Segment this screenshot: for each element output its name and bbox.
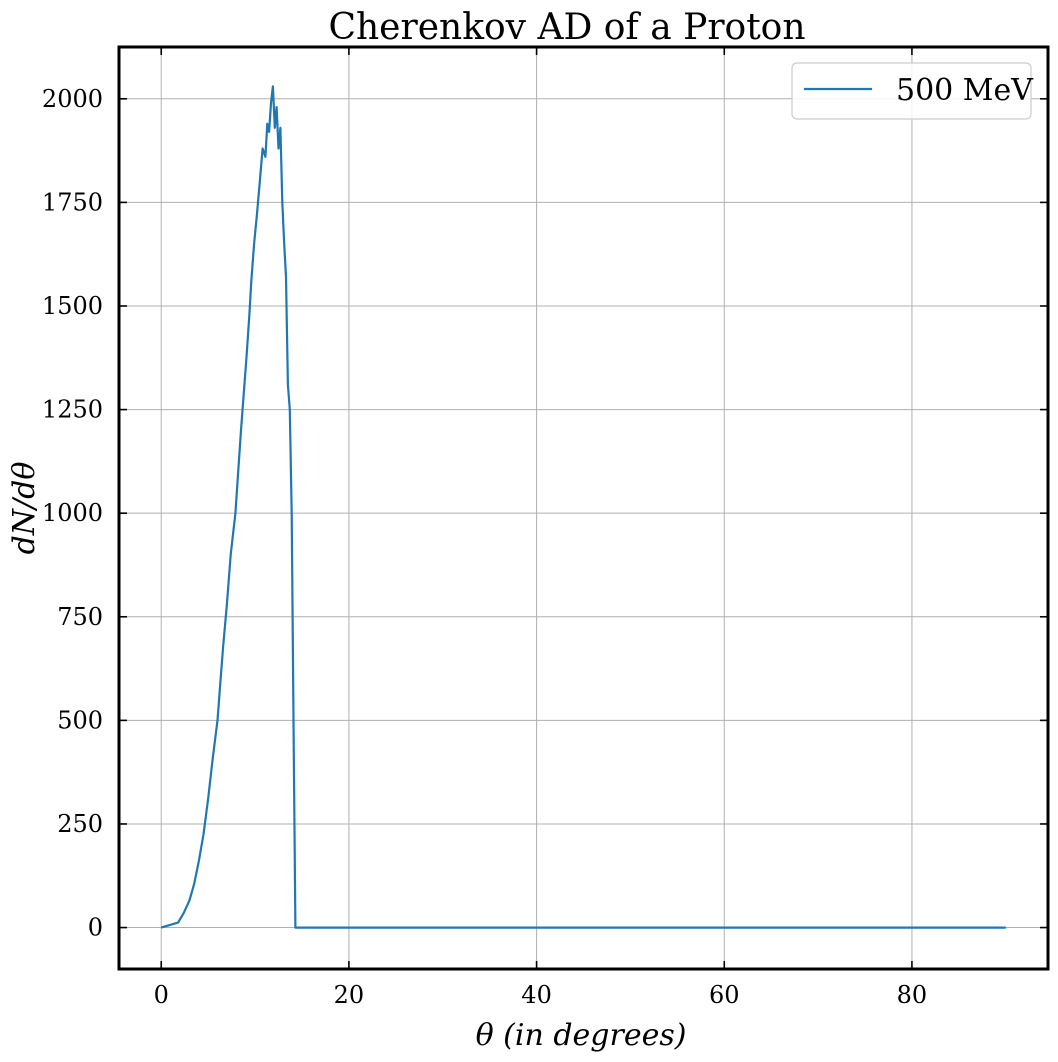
series-layer xyxy=(160,85,1006,929)
x-tick-label: 20 xyxy=(334,981,365,1009)
legend-label-500-mev: 500 MeV xyxy=(896,73,1034,108)
y-tick-label: 750 xyxy=(57,603,103,631)
y-tick-label: 2000 xyxy=(42,85,103,113)
legend: 500 MeV xyxy=(791,62,1034,120)
legend-box xyxy=(791,62,1032,120)
x-tick-label: 60 xyxy=(709,981,740,1009)
plot-frame xyxy=(117,45,1050,971)
x-tick-label: 0 xyxy=(154,981,169,1009)
axis-ticks: 0 20 40 60 80 0 250 500 750 1000 1250 1500 1750 2000 xyxy=(42,47,1048,1009)
y-axis-label: dN/dθ xyxy=(7,462,42,555)
x-tick-label: 40 xyxy=(521,981,552,1009)
y-tick-label: 1500 xyxy=(42,292,103,320)
x-tick-label: 80 xyxy=(897,981,928,1009)
y-tick-label: 1750 xyxy=(42,188,103,216)
chart-title: Cherenkov AD of a Proton xyxy=(328,7,805,48)
y-tick-label: 500 xyxy=(57,706,103,734)
y-tick-label: 1000 xyxy=(42,499,103,527)
series-line-0 xyxy=(160,85,1006,929)
y-tick-label: 0 xyxy=(88,914,103,942)
x-axis-label: θ (in degrees) xyxy=(476,1018,687,1053)
y-tick-label: 1250 xyxy=(42,396,103,424)
y-tick-label: 250 xyxy=(57,810,103,838)
